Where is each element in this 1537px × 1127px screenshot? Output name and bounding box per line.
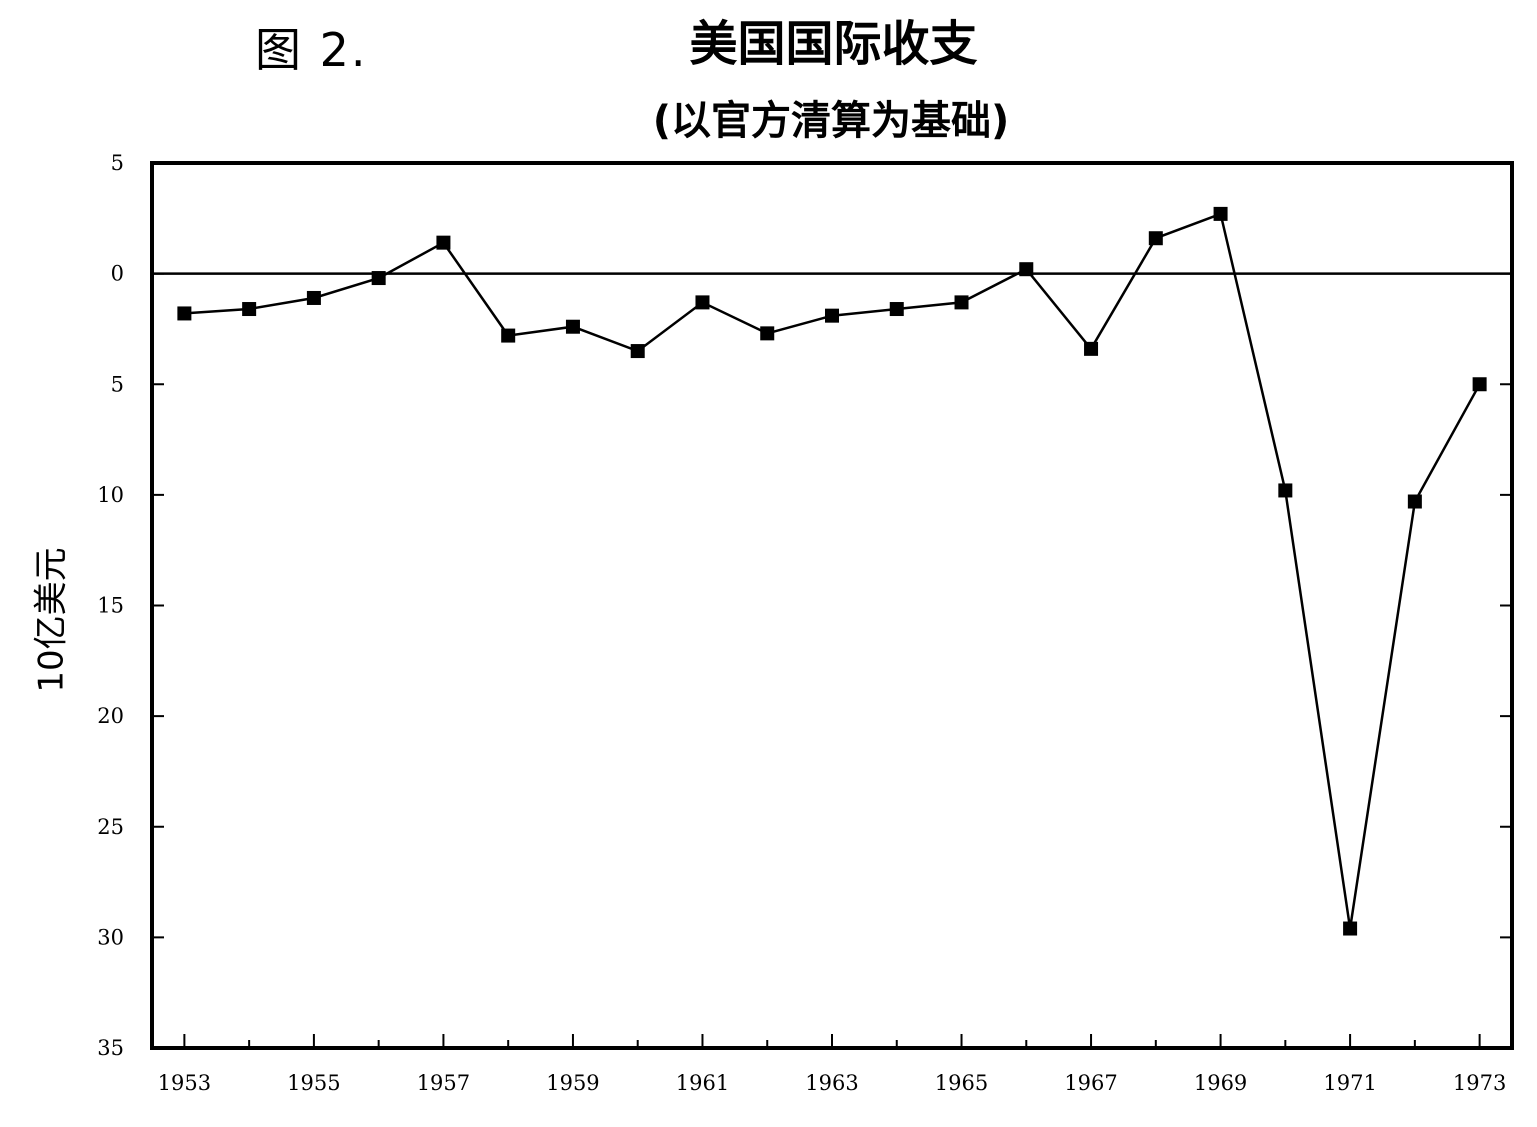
x-tick-label: 1955 [287,1071,340,1095]
data-point [436,236,450,250]
y-tick-label: 10 [97,483,124,507]
data-point [760,326,774,340]
x-tick-label: 1967 [1064,1071,1117,1095]
data-point [1278,483,1292,497]
data-point [501,329,515,343]
x-tick-label: 1957 [417,1071,470,1095]
y-tick-label: 20 [97,704,124,728]
axis-ticks [152,163,1512,1048]
data-point [825,309,839,323]
y-tick-label: 25 [97,815,124,839]
data-point [1019,262,1033,276]
y-tick-label: 30 [97,925,124,949]
x-tick-label: 1963 [805,1071,858,1095]
series-markers [177,207,1486,936]
data-point [955,295,969,309]
x-tick-label: 1961 [676,1071,729,1095]
data-point [890,302,904,316]
data-point [1214,207,1228,221]
data-point [1149,231,1163,245]
plot-frame [152,163,1512,1048]
data-point [631,344,645,358]
data-point [1343,922,1357,936]
data-point [1473,377,1487,391]
data-point [1408,495,1422,509]
data-point [177,306,191,320]
y-tick-label: 5 [111,372,124,396]
data-point [307,291,321,305]
data-point [566,320,580,334]
y-tick-label: 0 [111,262,124,286]
data-point [695,295,709,309]
data-point [372,271,386,285]
x-tick-label: 1971 [1323,1071,1376,1095]
y-tick-label: 15 [97,594,124,618]
data-point [1084,342,1098,356]
x-tick-label: 1953 [158,1071,211,1095]
y-tick-label: 5 [111,151,124,175]
y-tick-label: 35 [97,1036,124,1060]
x-tick-label: 1973 [1453,1071,1506,1095]
x-tick-label: 1965 [935,1071,988,1095]
x-tick-label: 1969 [1194,1071,1247,1095]
x-tick-label: 1959 [546,1071,599,1095]
data-point [242,302,256,316]
